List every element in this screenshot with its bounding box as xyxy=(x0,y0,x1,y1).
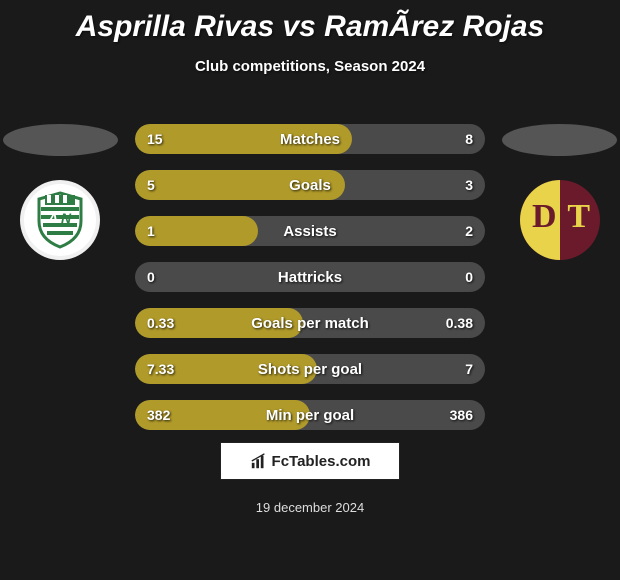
stat-value-left: 7.33 xyxy=(147,361,174,377)
stats-container: 15 Matches 8 5 Goals 3 1 Assists 2 0 Hat… xyxy=(135,124,485,446)
chart-icon xyxy=(250,452,268,470)
page-title: Asprilla Rivas vs RamÃ­rez Rojas xyxy=(0,0,620,44)
stat-row: 382 Min per goal 386 xyxy=(135,400,485,430)
stat-row: 0 Hattricks 0 xyxy=(135,262,485,292)
brand-badge: FcTables.com xyxy=(220,442,400,480)
stat-value-right: 386 xyxy=(450,407,473,423)
player-shadow-left xyxy=(3,124,118,156)
stat-value-left: 5 xyxy=(147,177,155,193)
stat-label: Min per goal xyxy=(266,407,354,424)
svg-text:A: A xyxy=(47,210,58,226)
stat-row: 5 Goals 3 xyxy=(135,170,485,200)
club-logo-right: D T xyxy=(520,180,600,260)
stat-label: Goals per match xyxy=(251,315,369,332)
stat-label: Hattricks xyxy=(278,269,342,286)
club-logo-left: A N xyxy=(20,180,100,260)
stat-value-right: 2 xyxy=(465,223,473,239)
subtitle: Club competitions, Season 2024 xyxy=(0,58,620,75)
stat-row: 15 Matches 8 xyxy=(135,124,485,154)
shield-icon: A N xyxy=(35,191,85,249)
stat-value-right: 3 xyxy=(465,177,473,193)
stat-row: 0.33 Goals per match 0.38 xyxy=(135,308,485,338)
logo-letter-t: T xyxy=(567,198,590,236)
stat-value-left: 382 xyxy=(147,407,170,423)
stat-value-right: 0 xyxy=(465,269,473,285)
stat-value-right: 7 xyxy=(465,361,473,377)
brand-text: FcTables.com xyxy=(272,453,371,470)
stat-value-left: 15 xyxy=(147,131,163,147)
stat-value-left: 0.33 xyxy=(147,315,174,331)
stat-label: Matches xyxy=(280,131,340,148)
stat-value-left: 1 xyxy=(147,223,155,239)
player-shadow-right xyxy=(502,124,617,156)
stat-label: Shots per goal xyxy=(258,361,362,378)
stat-row: 7.33 Shots per goal 7 xyxy=(135,354,485,384)
stat-value-right: 8 xyxy=(465,131,473,147)
date-text: 19 december 2024 xyxy=(256,500,364,515)
stat-value-right: 0.38 xyxy=(446,315,473,331)
stat-label: Assists xyxy=(283,223,336,240)
stat-row: 1 Assists 2 xyxy=(135,216,485,246)
svg-text:N: N xyxy=(61,210,72,226)
stat-label: Goals xyxy=(289,177,331,194)
logo-letter-d: D xyxy=(532,198,557,236)
stat-value-left: 0 xyxy=(147,269,155,285)
